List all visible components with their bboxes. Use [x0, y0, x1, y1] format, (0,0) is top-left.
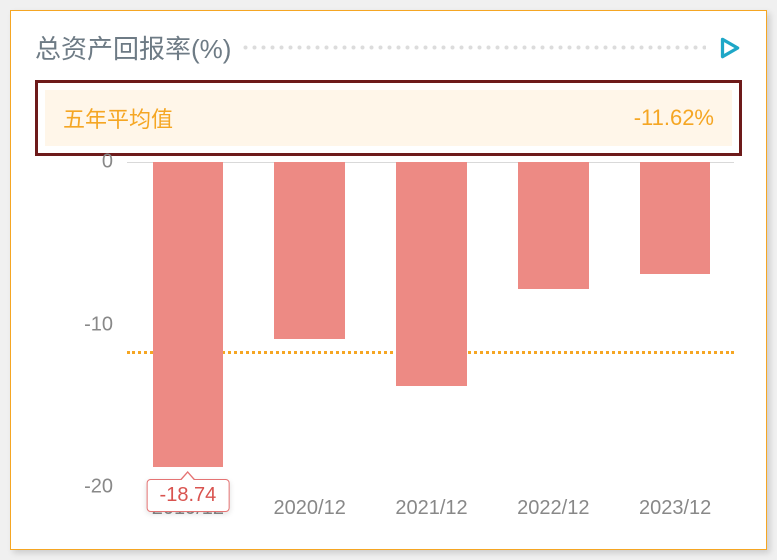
metric-card: 总资产回报率(%) 五年平均值 -11.62% 0-10-202019/1220… — [10, 10, 767, 550]
avg-row: 五年平均值 -11.62% — [45, 90, 732, 146]
x-tick-label: 2022/12 — [517, 497, 589, 520]
bar[interactable] — [396, 162, 467, 386]
avg-highlight-box: 五年平均值 -11.62% — [35, 80, 742, 156]
header-dots — [241, 40, 706, 56]
y-tick-label: 0 — [35, 151, 113, 174]
bar-chart: 0-10-202019/122020/122021/122022/122023/… — [35, 162, 742, 532]
bar[interactable] — [274, 162, 345, 339]
x-tick-label: 2021/12 — [395, 497, 467, 520]
card-title: 总资产回报率(%) — [35, 29, 231, 66]
bar[interactable] — [640, 162, 711, 274]
avg-value: -11.62% — [634, 105, 714, 131]
x-tick-label: 2020/12 — [274, 497, 346, 520]
play-icon[interactable] — [716, 35, 742, 61]
bar[interactable] — [518, 162, 589, 289]
x-tick-label: 2023/12 — [639, 497, 711, 520]
bar[interactable] — [153, 162, 224, 467]
bar-tooltip: -18.74 — [147, 479, 230, 512]
y-tick-label: -10 — [35, 313, 113, 336]
card-header: 总资产回报率(%) — [35, 29, 742, 66]
bars-group: 2019/122020/122021/122022/122023/12-18.7… — [127, 162, 734, 532]
y-tick-label: -20 — [35, 476, 113, 499]
avg-label: 五年平均值 — [63, 102, 173, 134]
